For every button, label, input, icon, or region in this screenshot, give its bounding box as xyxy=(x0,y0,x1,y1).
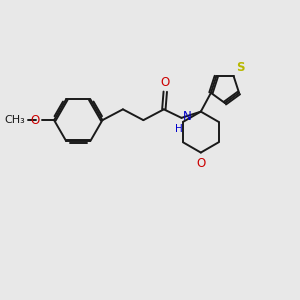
Text: O: O xyxy=(31,114,40,127)
Text: N: N xyxy=(183,110,192,123)
Text: CH₃: CH₃ xyxy=(4,115,25,125)
Text: H: H xyxy=(175,124,182,134)
Text: S: S xyxy=(236,61,244,74)
Text: O: O xyxy=(196,157,206,170)
Text: O: O xyxy=(160,76,170,89)
